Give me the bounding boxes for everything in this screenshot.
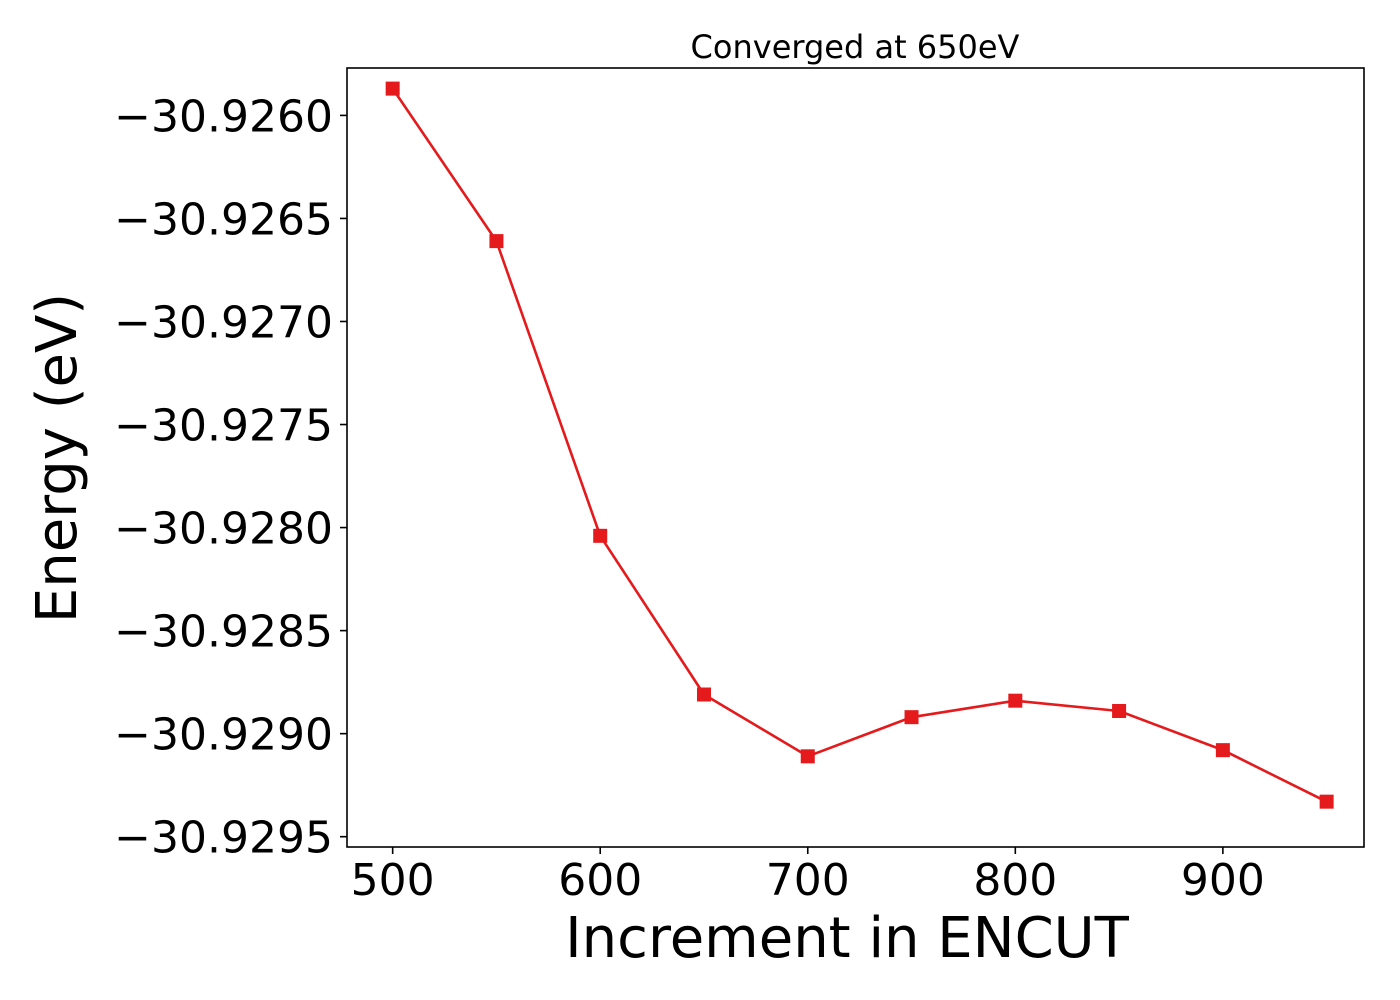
data-point-marker (904, 710, 919, 725)
data-point-marker (489, 234, 504, 249)
x-tick-label: 900 (1181, 855, 1265, 906)
data-point-marker (1112, 703, 1127, 718)
y-axis-label: Energy (eV) (25, 293, 90, 623)
series-layer (385, 81, 1334, 809)
x-tick-label: 600 (558, 855, 642, 906)
data-point-marker (1319, 794, 1334, 809)
chart-title: Converged at 650eV (691, 28, 1020, 66)
y-tick-label: −30.9290 (114, 710, 333, 761)
data-point-marker (696, 687, 711, 702)
x-tick-label: 800 (973, 855, 1057, 906)
data-point-marker (385, 81, 400, 96)
series-line (391, 87, 1328, 803)
y-tick-label: −30.9295 (114, 813, 333, 864)
data-point-marker (800, 749, 815, 764)
x-axis-label: Increment in ENCUT (565, 906, 1130, 971)
x-tick-label: 500 (351, 855, 435, 906)
data-point-marker (593, 528, 608, 543)
y-tick-label: −30.9270 (114, 297, 333, 348)
y-axis-ticks: −30.9260 −30.9265 −30.9270 −30.9275 −30.9280… (114, 91, 347, 864)
data-point-marker (1008, 693, 1023, 708)
y-tick-label: −30.9280 (114, 504, 333, 555)
x-tick-label: 700 (766, 855, 850, 906)
plot-frame (346, 67, 1365, 848)
y-tick-label: −30.9265 (114, 194, 333, 245)
y-tick-label: −30.9275 (114, 401, 333, 452)
y-tick-label: −30.9260 (114, 91, 333, 142)
y-tick-label: −30.9285 (114, 607, 333, 658)
x-axis-ticks: 500 600 700 800 900 (351, 847, 1265, 906)
data-point-marker (1215, 743, 1230, 758)
